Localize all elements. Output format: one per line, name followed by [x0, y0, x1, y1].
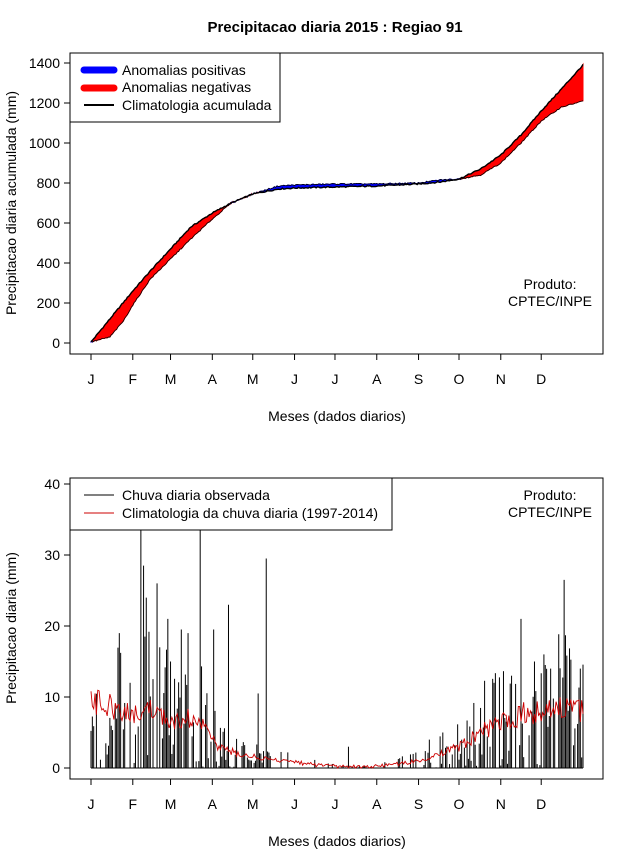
x-tick-label: M	[247, 796, 259, 812]
y-tick-label: 1000	[29, 135, 60, 151]
observed-cumulative-line	[90, 100, 584, 343]
bottom-x-axis-label: Meses (dados diarios)	[268, 833, 406, 849]
x-tick-label: M	[247, 371, 259, 387]
x-tick-label: J	[291, 371, 298, 387]
top-x-axis-label: Meses (dados diarios)	[268, 408, 406, 424]
legend-negative-label: Anomalias negativas	[122, 79, 251, 95]
negative-anomaly-band	[91, 201, 231, 343]
x-tick-label: F	[129, 371, 138, 387]
top-credit-line1: Produto:	[524, 276, 577, 292]
y-tick-label: 800	[37, 175, 61, 191]
figure-title: Precipitacao diaria 2015 : Regiao 91	[207, 19, 462, 36]
bottom-credit-line1: Produto:	[524, 487, 577, 503]
cumulative-lines	[90, 64, 584, 343]
top-credit-line2: CPTEC/INPE	[508, 293, 592, 309]
legend-observed-label: Chuva diaria observada	[122, 487, 270, 503]
y-tick-label: 600	[37, 215, 61, 231]
x-tick-label: D	[536, 371, 546, 387]
bottom-y-axis-label: Precipitacao diaria (mm)	[3, 552, 19, 704]
y-tick-label: 0	[52, 335, 60, 351]
bottom-legend-box	[69, 477, 393, 531]
bottom-credit-line2: CPTEC/INPE	[508, 504, 592, 520]
x-tick-label: A	[208, 796, 218, 812]
legend-positive-label: Anomalias positivas	[122, 62, 246, 78]
negative-anomaly-band	[459, 62, 584, 180]
y-tick-label: 1200	[29, 95, 60, 111]
x-tick-label: D	[536, 796, 546, 812]
daily-climatology-line	[90, 689, 584, 769]
x-tick-label: S	[414, 371, 423, 387]
positive-anomaly-area	[90, 177, 461, 343]
top-y-axis: 0 200 400 600 800 1000 1200 1400	[29, 55, 70, 351]
y-tick-label: 400	[37, 255, 61, 271]
x-tick-label: M	[165, 796, 177, 812]
x-tick-label: J	[291, 796, 298, 812]
x-tick-label: A	[208, 371, 218, 387]
top-plot-frame	[69, 52, 604, 355]
x-tick-label: N	[496, 371, 506, 387]
y-tick-label: 30	[44, 547, 60, 563]
x-tick-label: J	[88, 796, 95, 812]
x-tick-label: O	[454, 796, 465, 812]
legend-climatology-label: Climatologia acumulada	[122, 97, 272, 113]
x-tick-label: O	[454, 371, 465, 387]
x-tick-label: J	[88, 371, 95, 387]
daily-bars	[90, 530, 584, 769]
bottom-panel: 0 10 20 30 40 J F M A M J J A S O N D Meses (dados diar…	[3, 476, 604, 849]
y-tick-label: 200	[37, 295, 61, 311]
top-legend: Anomalias positivas Anomalias negativas …	[69, 52, 281, 123]
bottom-legend: Chuva diaria observada Climatologia da c…	[69, 477, 393, 531]
x-tick-label: A	[372, 796, 382, 812]
x-tick-label: S	[414, 796, 423, 812]
y-tick-label: 10	[44, 689, 60, 705]
y-tick-label: 20	[44, 618, 60, 634]
y-tick-label: 40	[44, 476, 60, 492]
x-tick-label: J	[331, 796, 338, 812]
top-y-axis-label: Precipitacao diaria acumulada (mm)	[3, 91, 19, 315]
climatology-cumulative-line	[90, 64, 584, 343]
x-tick-label: M	[165, 371, 177, 387]
x-tick-label: F	[129, 796, 138, 812]
bottom-y-axis: 0 10 20 30 40	[44, 476, 70, 776]
x-tick-label: N	[496, 796, 506, 812]
daily-climatology-polyline	[90, 689, 584, 769]
x-tick-label: J	[331, 371, 338, 387]
y-tick-label: 0	[52, 760, 60, 776]
legend-daily-climatology-label: Climatologia da chuva diaria (1997-2014)	[122, 505, 378, 521]
x-tick-label: A	[372, 371, 382, 387]
top-panel: 0 200 400 600 800 1000 1200 1400 J F M A M J J A S O N D M…	[3, 52, 604, 424]
y-tick-label: 1400	[29, 55, 60, 71]
